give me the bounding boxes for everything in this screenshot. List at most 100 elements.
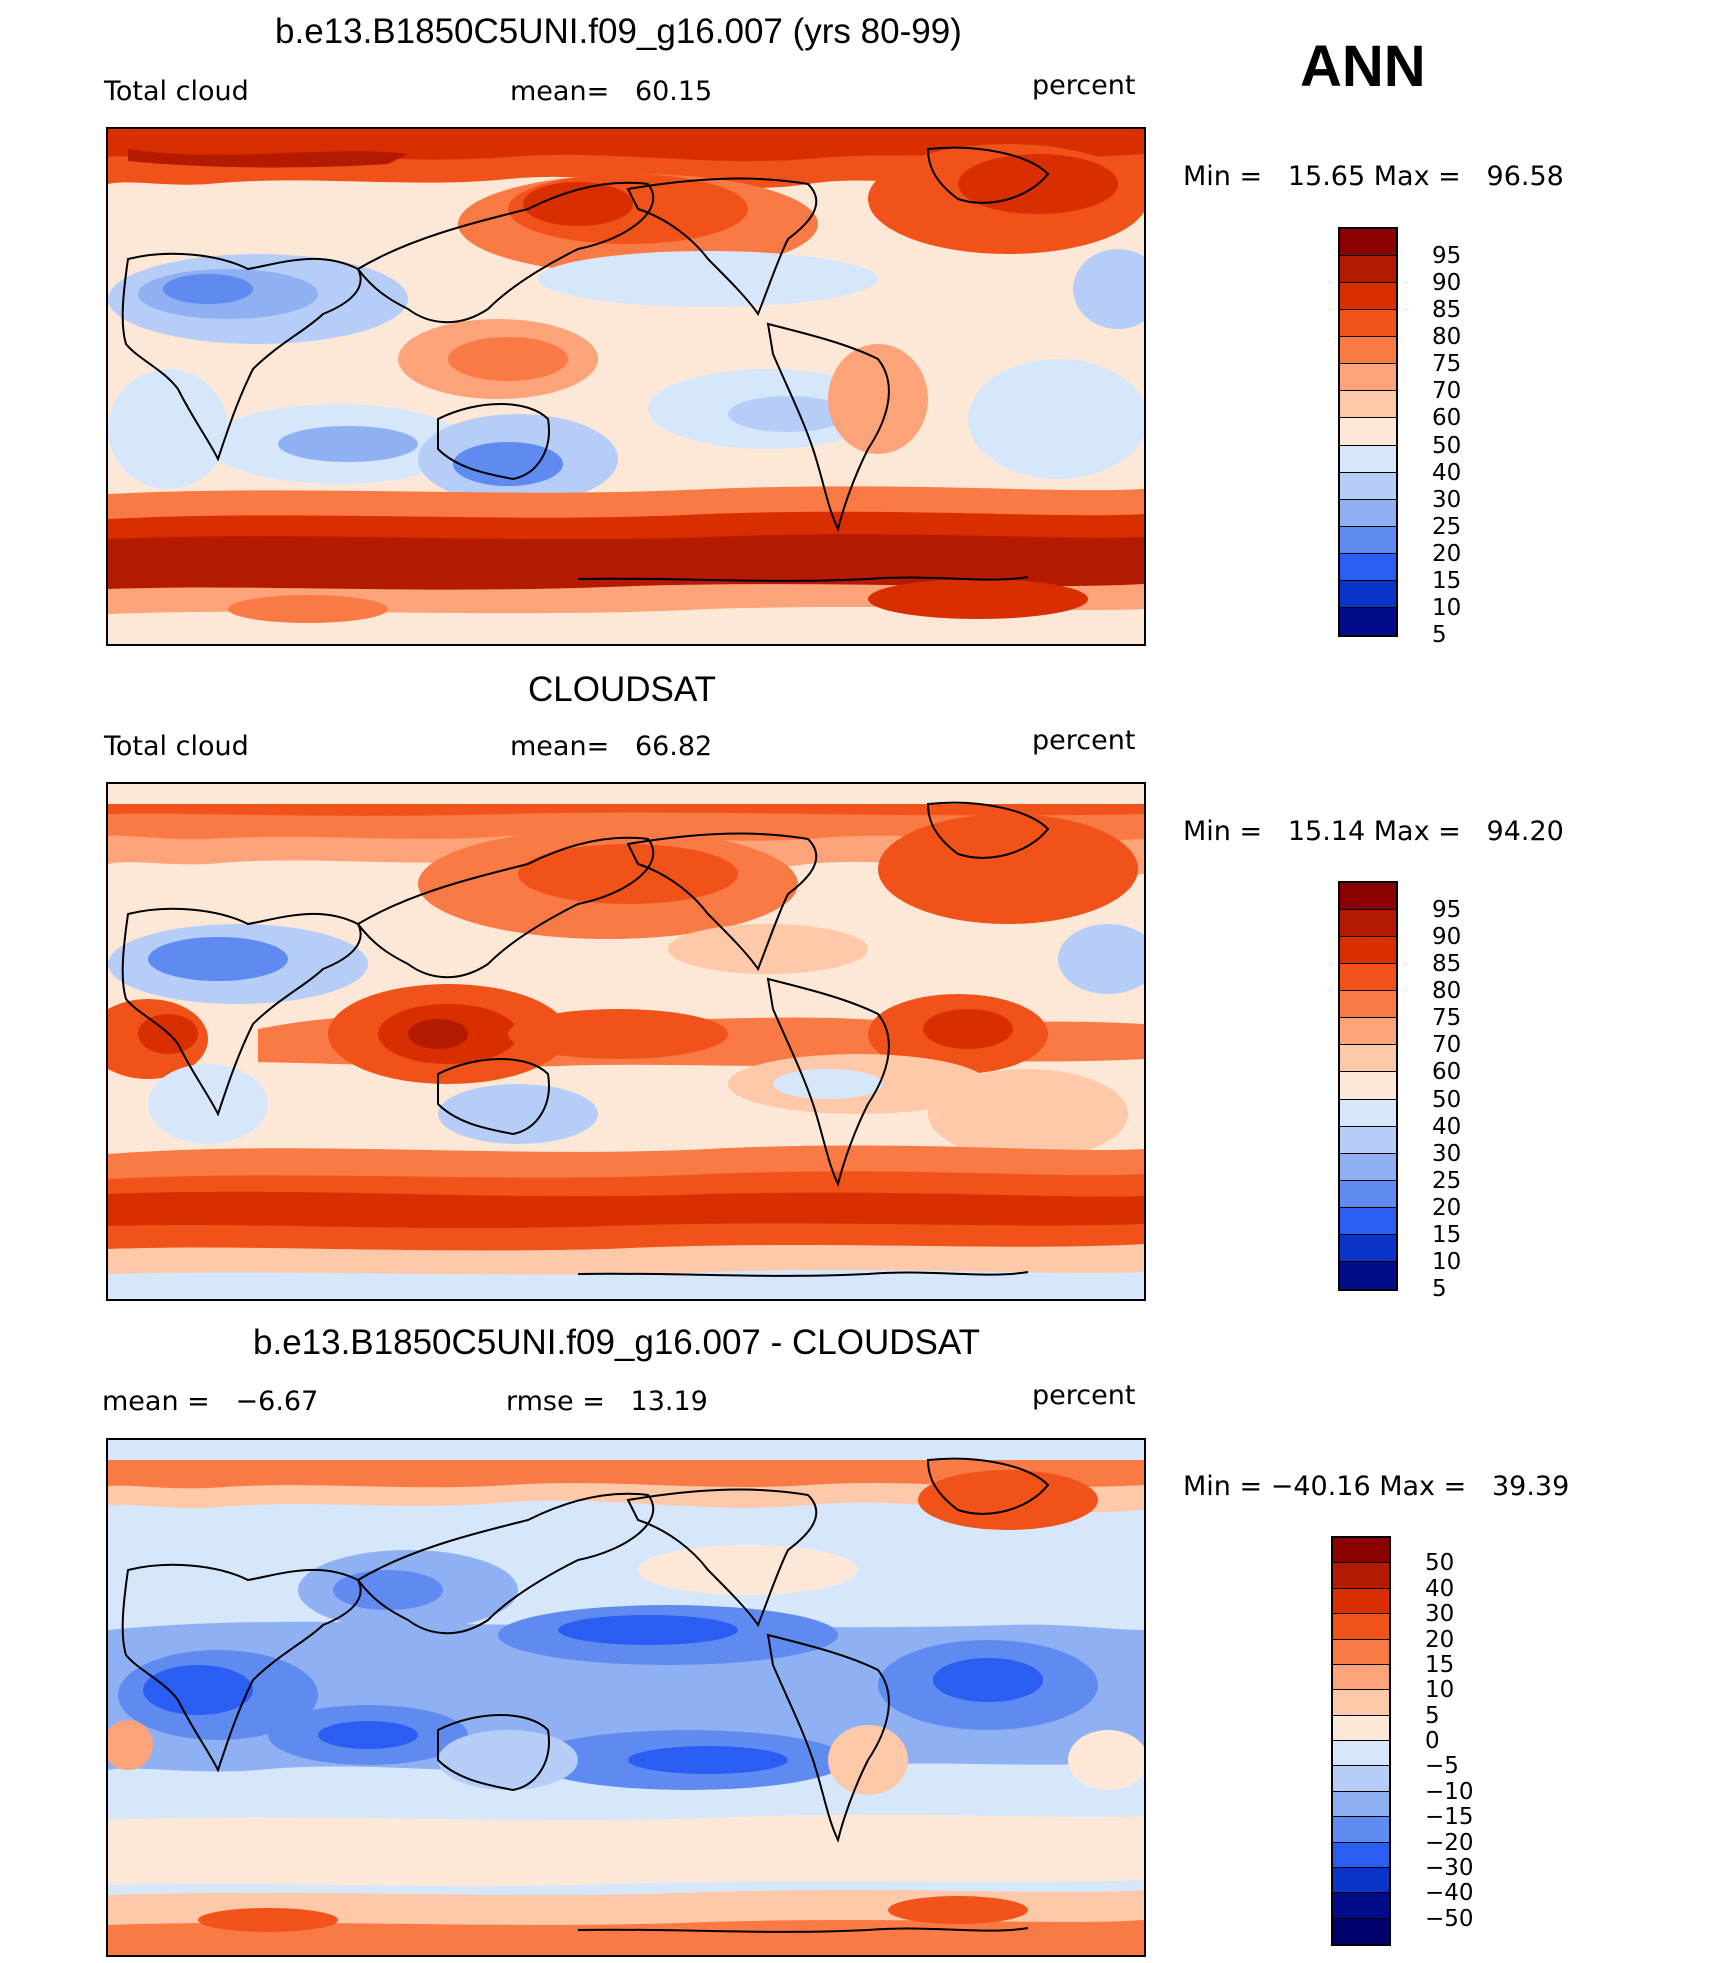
colorbar-tick-label: −30 [1425, 1854, 1474, 1881]
colorbar-tick-label: 10 [1432, 1248, 1462, 1275]
colorbar-tick-label: −40 [1425, 1880, 1474, 1907]
colorbar-tick-label: 95 [1432, 897, 1462, 924]
colorbar-swatch [1333, 1741, 1389, 1767]
colorbar-swatch [1340, 1180, 1396, 1208]
colorbar-tick-label: 80 [1432, 324, 1462, 351]
colorbar-swatch [1340, 1207, 1396, 1235]
panel-1-title: b.e13.B1850C5UNI.f09_g16.007 (yrs 80-99) [275, 12, 962, 51]
colorbar-swatch [1340, 883, 1396, 911]
colorbar-swatch [1340, 937, 1396, 965]
colorbar-swatch [1340, 1126, 1396, 1154]
colorbar-tick-label: 0 [1425, 1728, 1440, 1754]
colorbar-tick-label: 20 [1432, 540, 1462, 567]
panel-2-mean-label: mean= 66.82 [510, 731, 713, 762]
colorbar-swatch [1340, 337, 1396, 365]
colorbar-tick-label: 80 [1432, 978, 1462, 1005]
colorbar-swatch [1340, 1018, 1396, 1046]
colorbar-tick-label: 30 [1432, 486, 1462, 513]
colorbar-tick-label: 5 [1425, 1702, 1440, 1729]
panel-2-units-label: percent [1032, 725, 1136, 756]
colorbar-tick-label: 95 [1432, 243, 1462, 270]
colorbar-tick-label: 10 [1432, 594, 1462, 621]
colorbar-swatch [1333, 1588, 1389, 1615]
colorbar-tick-label: 25 [1432, 1167, 1462, 1194]
colorbar-swatch [1333, 1867, 1389, 1894]
colorbar-tick-label: −20 [1425, 1829, 1474, 1856]
colorbar-swatch [1333, 1563, 1389, 1589]
colorbar-tick-label: 5 [1432, 622, 1447, 648]
season-label: ANN [1300, 34, 1426, 99]
colorbar-swatch [1340, 1234, 1396, 1262]
panel-1-mean-label: mean= 60.15 [510, 76, 713, 107]
panel-3-units-label: percent [1032, 1380, 1136, 1411]
colorbar-swatch [1340, 1261, 1396, 1289]
panel-3-title: b.e13.B1850C5UNI.f09_g16.007 - CLOUDSAT [253, 1323, 980, 1362]
colorbar-tick-label: 30 [1425, 1601, 1455, 1628]
colorbar-swatch [1333, 1766, 1389, 1792]
panel-2-minmax: Min = 15.14 Max = 94.20 [1183, 816, 1564, 847]
colorbar-tick-label: −50 [1425, 1905, 1474, 1932]
colorbar-swatch [1340, 526, 1396, 554]
panel-3-minmax: Min = −40.16 Max = 39.39 [1183, 1471, 1570, 1502]
colorbar-tick-label: 25 [1432, 513, 1462, 540]
colorbar-tick-label: 10 [1425, 1677, 1455, 1704]
colorbar-swatch [1340, 391, 1396, 419]
panel-3-colorbar [1331, 1536, 1391, 1946]
colorbar-swatch [1333, 1842, 1389, 1868]
colorbar-swatch [1340, 283, 1396, 311]
panel-1-minmax: Min = 15.65 Max = 96.58 [1183, 161, 1564, 192]
colorbar-swatch [1333, 1918, 1389, 1944]
panel-1-units-label: percent [1032, 70, 1136, 101]
colorbar-swatch [1340, 1045, 1396, 1073]
panel-3-field [108, 1440, 1144, 1955]
colorbar-tick-label: 5 [1432, 1276, 1447, 1302]
colorbar-tick-label: −10 [1425, 1778, 1474, 1805]
panel-1-colorbar [1338, 227, 1398, 637]
colorbar-tick-label: −15 [1425, 1804, 1474, 1831]
colorbar-swatch [1333, 1817, 1389, 1843]
colorbar-swatch [1340, 1153, 1396, 1181]
colorbar-swatch [1340, 499, 1396, 527]
colorbar-swatch [1333, 1639, 1389, 1665]
colorbar-tick-label: 30 [1432, 1140, 1462, 1167]
colorbar-swatch [1340, 472, 1396, 500]
colorbar-swatch [1340, 964, 1396, 992]
colorbar-tick-label: 85 [1432, 951, 1462, 978]
colorbar-tick-label: 75 [1432, 1005, 1462, 1032]
colorbar-swatch [1333, 1614, 1389, 1640]
panel-1-map [106, 127, 1146, 646]
panel-2-title: CLOUDSAT [528, 670, 716, 709]
colorbar-swatch [1340, 607, 1396, 635]
colorbar-swatch [1340, 991, 1396, 1019]
colorbar-swatch [1340, 364, 1396, 392]
colorbar-swatch [1340, 580, 1396, 608]
colorbar-swatch [1340, 256, 1396, 284]
colorbar-tick-label: 70 [1432, 1032, 1462, 1059]
panel-2-variable-label: Total cloud [104, 731, 249, 762]
colorbar-swatch [1340, 310, 1396, 338]
colorbar-swatch [1340, 1072, 1396, 1100]
colorbar-tick-label: 60 [1432, 405, 1462, 432]
colorbar-tick-label: 15 [1432, 1221, 1462, 1248]
panel-1-field [108, 129, 1144, 644]
panel-3-map [106, 1438, 1146, 1957]
colorbar-tick-label: 20 [1425, 1626, 1455, 1653]
colorbar-tick-label: 50 [1425, 1550, 1455, 1577]
colorbar-swatch [1340, 418, 1396, 446]
colorbar-tick-label: 40 [1432, 1113, 1462, 1140]
colorbar-tick-label: 50 [1432, 1086, 1462, 1113]
colorbar-tick-label: 50 [1432, 432, 1462, 459]
colorbar-tick-label: 85 [1432, 297, 1462, 324]
panel-2-field [108, 784, 1144, 1299]
colorbar-swatch [1333, 1664, 1389, 1691]
panel-2-colorbar [1338, 881, 1398, 1291]
colorbar-swatch [1333, 1715, 1389, 1741]
colorbar-tick-label: 90 [1432, 270, 1462, 297]
colorbar-tick-label: 60 [1432, 1059, 1462, 1086]
panel-2-map [106, 782, 1146, 1301]
colorbar-swatch [1340, 1099, 1396, 1127]
colorbar-swatch [1340, 910, 1396, 938]
colorbar-swatch [1333, 1791, 1389, 1818]
colorbar-tick-label: 40 [1432, 459, 1462, 486]
panel-1-variable-label: Total cloud [104, 76, 249, 107]
